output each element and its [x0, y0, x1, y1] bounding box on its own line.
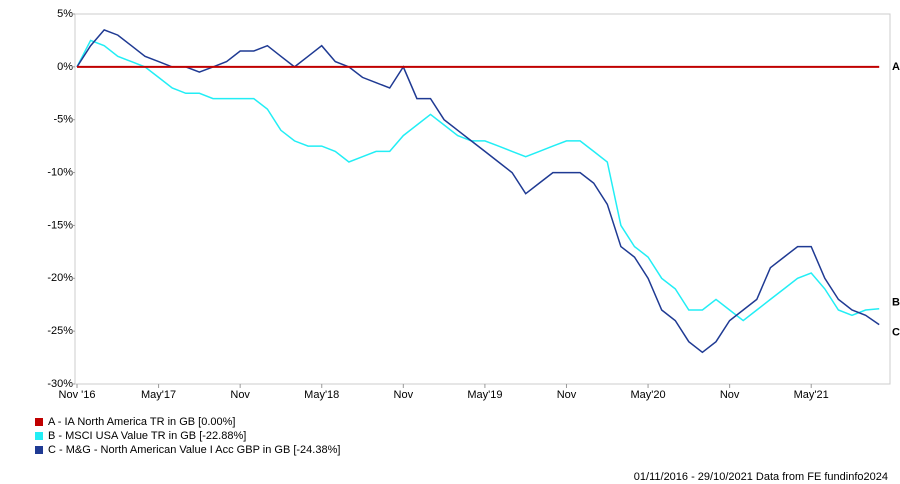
x-tick-label: May'18	[304, 389, 339, 401]
legend-swatch	[35, 418, 43, 426]
legend-swatch	[35, 432, 43, 440]
legend-swatch	[35, 446, 43, 454]
end-label: A	[892, 61, 900, 73]
legend-label: A - IA North America TR in GB [0.00%]	[48, 416, 235, 428]
x-tick-label: May'21	[794, 389, 829, 401]
y-tick-label: -10%	[47, 166, 73, 178]
x-tick-label: May'19	[467, 389, 502, 401]
y-tick-label: -20%	[47, 272, 73, 284]
series-line	[76, 29, 880, 354]
x-tick-label: May'17	[141, 389, 176, 401]
x-tick-label: Nov	[394, 389, 414, 401]
y-tick-label: -25%	[47, 325, 73, 337]
x-tick-label: May'20	[630, 389, 665, 401]
y-tick-label: -5%	[53, 114, 73, 126]
x-tick-label: Nov	[557, 389, 577, 401]
end-label: B	[892, 297, 900, 309]
y-tick-label: -15%	[47, 219, 73, 231]
x-tick-label: Nov	[720, 389, 740, 401]
y-tick-label: -30%	[47, 378, 73, 390]
y-tick-label: 0%	[57, 61, 73, 73]
plot-frame	[74, 13, 891, 385]
source-note: 01/11/2016 - 29/10/2021 Data from FE fun…	[634, 471, 888, 483]
legend-label: C - M&G - North American Value I Acc GBP…	[48, 444, 340, 456]
x-tick-label: Nov '16	[59, 389, 96, 401]
legend-label: B - MSCI USA Value TR in GB [-22.88%]	[48, 430, 246, 442]
x-tick-label: Nov	[230, 389, 250, 401]
y-tick-label: 5%	[57, 8, 73, 20]
series-line	[76, 39, 880, 322]
end-label: C	[892, 326, 900, 338]
